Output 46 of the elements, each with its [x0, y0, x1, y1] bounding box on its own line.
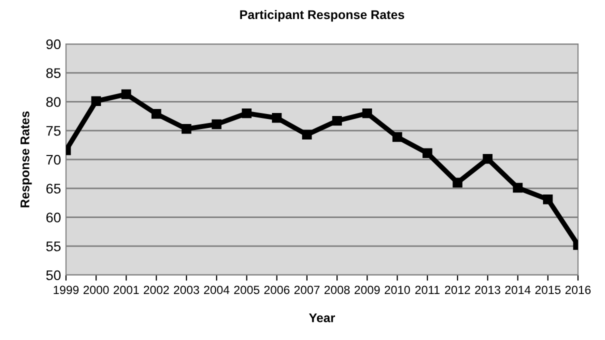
- y-tick-label: 55: [46, 242, 61, 252]
- y-tick-label: 70: [46, 154, 61, 165]
- y-axis-title: Response Rates: [20, 111, 32, 208]
- x-tick-label: 2005: [234, 286, 260, 294]
- point: [272, 113, 282, 123]
- x-tick-label: 2004: [204, 286, 230, 294]
- y-tick-label: 85: [46, 68, 61, 78]
- x-tick-label: 2007: [294, 286, 320, 294]
- point: [422, 148, 432, 158]
- y-tick-label: 65: [46, 184, 61, 194]
- y-tick-label: 80: [46, 97, 61, 107]
- x-tick-label: 2008: [324, 286, 350, 294]
- point: [332, 116, 342, 126]
- y-tick-label: 75: [46, 126, 61, 136]
- point: [543, 194, 553, 204]
- x-tick-label: 2009: [354, 286, 380, 294]
- y-tick-label: 60: [46, 212, 61, 222]
- x-tick-label: 2013: [475, 286, 500, 294]
- x-tick-label: 2015: [535, 286, 561, 294]
- point: [482, 154, 493, 164]
- y-tick-label: 90: [46, 39, 61, 50]
- x-axis-title: Year: [309, 314, 336, 322]
- point: [212, 119, 222, 130]
- point: [302, 130, 312, 140]
- point: [121, 89, 132, 100]
- x-tick-label: 2000: [84, 286, 109, 294]
- x-tick-label: 2012: [444, 286, 470, 294]
- x-tick-label: 2001: [114, 286, 139, 294]
- point: [91, 96, 101, 106]
- x-tick-label: 2003: [174, 286, 200, 294]
- x-tick-label: 2006: [264, 286, 290, 294]
- point: [151, 109, 162, 119]
- chart-title: Participant Response Rates: [240, 10, 404, 22]
- x-tick-label: 2014: [505, 286, 531, 294]
- x-tick-label: 2016: [565, 286, 591, 294]
- point: [362, 108, 372, 118]
- point: [512, 182, 523, 193]
- x-tick-label: 2011: [415, 286, 440, 294]
- x-tick-label: 2002: [144, 286, 169, 294]
- point: [452, 178, 462, 188]
- point: [242, 108, 252, 118]
- point: [392, 132, 402, 142]
- x-tick-label: 1999: [54, 286, 79, 294]
- y-tick-label: 50: [46, 270, 61, 280]
- x-tick-label: 2010: [384, 286, 410, 294]
- point: [182, 124, 192, 134]
